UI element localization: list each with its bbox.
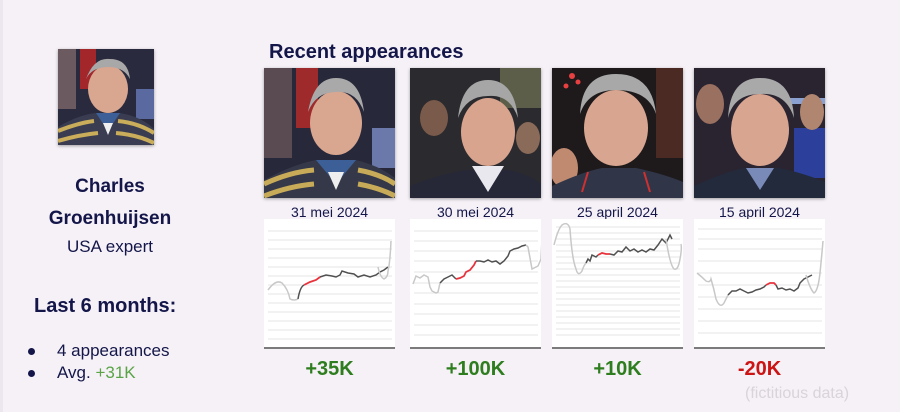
appearance-date: 31 mei 2024 xyxy=(290,204,369,220)
viewer-delta: +100K xyxy=(445,358,506,380)
appearance-card[interactable]: 15 april 2024 -20K xyxy=(694,68,825,381)
appearance-date: 15 april 2024 xyxy=(719,204,800,220)
appearance-card[interactable]: 30 mei 2024 +100K xyxy=(410,68,541,381)
person-portrait-icon xyxy=(552,68,683,198)
expert-last-name: Groenhuijsen xyxy=(48,208,172,229)
section-title: Recent appearances xyxy=(269,41,464,63)
person-portrait-icon xyxy=(694,68,825,198)
expert-first-name: Charles xyxy=(75,176,145,197)
stat-average: Avg. +31K xyxy=(27,362,169,384)
chart-baseline xyxy=(410,347,541,349)
person-portrait-icon xyxy=(58,49,154,145)
appearance-date: 30 mei 2024 xyxy=(436,204,515,220)
appearance-card[interactable]: 25 april 2024 +10K xyxy=(552,68,683,381)
stat-average-value: +31K xyxy=(95,363,136,382)
viewer-delta: -20K xyxy=(737,358,782,380)
appearance-thumbnail[interactable] xyxy=(694,68,825,198)
person-portrait-icon xyxy=(264,68,395,198)
fictitious-data-note: (fictitious data) xyxy=(745,385,850,402)
stats-list: 4 appearances Avg. +31K xyxy=(27,340,169,384)
viewer-delta: +10K xyxy=(593,358,642,380)
appearance-card[interactable]: 31 mei 2024 +35K xyxy=(264,68,395,381)
stat-appearances-text: 4 appearances xyxy=(57,341,170,360)
profile-photo xyxy=(58,49,154,145)
appearance-date: 25 april 2024 xyxy=(577,204,658,220)
appearance-thumbnail[interactable] xyxy=(552,68,683,198)
expert-role: USA expert xyxy=(67,237,153,256)
stats-title: Last 6 months: xyxy=(34,295,177,317)
left-edge xyxy=(0,0,3,412)
viewership-chart xyxy=(264,219,395,349)
chart-baseline xyxy=(264,347,395,349)
stat-appearances: 4 appearances xyxy=(27,340,169,362)
stat-average-label: Avg. xyxy=(57,363,96,382)
viewer-delta: +35K xyxy=(305,358,354,380)
viewership-chart xyxy=(694,219,825,349)
viewership-chart xyxy=(552,219,683,349)
appearance-thumbnail[interactable] xyxy=(410,68,541,198)
appearance-thumbnail[interactable] xyxy=(264,68,395,198)
viewership-chart xyxy=(410,219,541,349)
chart-baseline xyxy=(552,347,683,349)
chart-baseline xyxy=(694,347,825,349)
person-portrait-icon xyxy=(410,68,541,198)
